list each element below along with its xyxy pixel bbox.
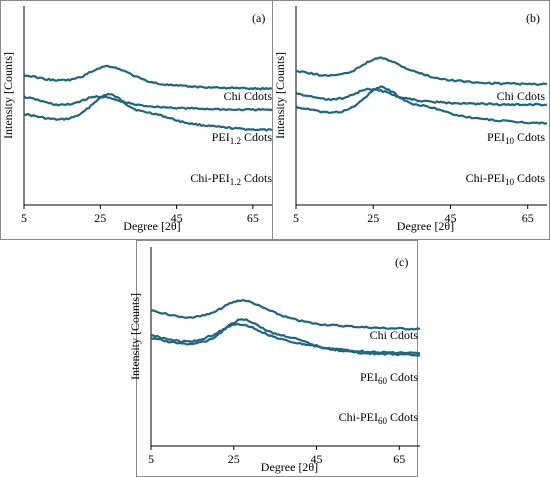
series-label: Chi-PEI10 Cdots (466, 171, 546, 187)
series-line-3 (23, 64, 273, 91)
series-label: PEI10 Cdots (487, 130, 545, 146)
series-label: PEI60 Cdots (360, 370, 418, 386)
panel-label: (b) (526, 11, 540, 25)
series-line-2 (150, 322, 421, 355)
x-tick-label: 65 (247, 211, 259, 225)
x-tick-label: 5 (21, 211, 27, 225)
x-tick-label: 45 (444, 211, 456, 225)
chart-panel-1: 5 25 45 65 Degree [2θ] Intensity [Counts] (a) C… (0, 0, 277, 240)
panel-label: (a) (252, 11, 265, 25)
series-label: Chi Cdots (497, 89, 546, 103)
chart-panel-3: 5 25 45 65 Degree [2θ] Intensity [Counts] (c) C… (128, 240, 421, 477)
series-label: Chi Cdots (370, 328, 419, 342)
x-tick-label: 25 (94, 211, 106, 225)
series-line-2 (295, 87, 548, 107)
x-tick-label: 25 (228, 452, 240, 466)
series-label: Chi-PEI1.2 Cdots (190, 171, 272, 187)
panel-label: (c) (395, 255, 408, 269)
series-line-1 (23, 92, 273, 132)
panel-frame (0, 0, 277, 240)
series-line-2 (23, 95, 273, 112)
x-tick-label: 5 (148, 452, 154, 466)
series-line-3 (150, 299, 421, 331)
x-tick-label: 45 (171, 211, 183, 225)
x-axis-label: Degree [2θ] (123, 219, 180, 233)
x-axis-label: Degree [2θ] (261, 460, 318, 474)
x-tick-label: 5 (293, 211, 299, 225)
chart-panel-2: 5 25 45 65 Degree [2θ] Intensity [Counts] (b) C… (272, 0, 550, 240)
series-label: PEI1.2 Cdots (212, 130, 273, 146)
y-axis-label: Intensity [Counts] (1, 52, 15, 139)
series-line-3 (295, 56, 548, 87)
series-line-1 (150, 318, 421, 357)
x-axis-label: Degree [2θ] (397, 219, 454, 233)
x-tick-label: 45 (311, 452, 323, 466)
x-tick-label: 65 (393, 452, 405, 466)
y-axis-label: Intensity [Counts] (273, 52, 287, 139)
x-tick-label: 65 (522, 211, 534, 225)
x-tick-label: 25 (367, 211, 379, 225)
series-label: Chi Cdots (224, 89, 273, 103)
series-label: Chi-PEI60 Cdots (339, 410, 419, 426)
series-line-1 (295, 85, 548, 125)
y-axis-label: Intensity [Counts] (128, 293, 142, 380)
panel-frame (136, 240, 418, 477)
